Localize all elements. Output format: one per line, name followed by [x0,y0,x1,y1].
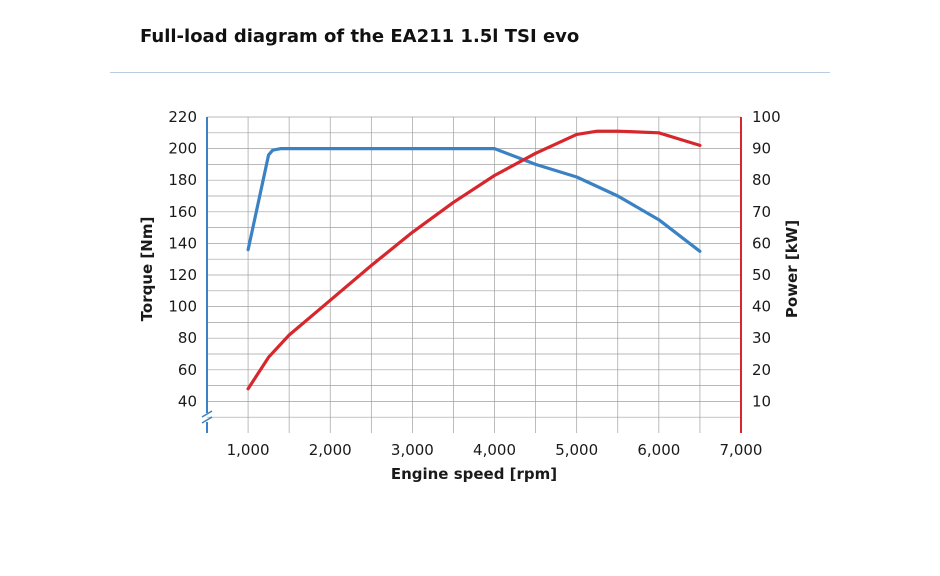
y-left-tick-label: 100 [168,298,197,316]
x-axis-title: Engine speed [rpm] [391,465,557,483]
y-right-tick-label: 50 [752,266,771,284]
y-left-tick-label: 180 [168,171,197,189]
y-right-tick-label: 80 [752,171,771,189]
y-left-tick-label: 40 [178,392,197,410]
y-left-tick-label: 120 [168,266,197,284]
y-left-axis-title: Torque [Nm] [138,217,156,322]
x-tick-label: 2,000 [309,441,352,459]
y-right-tick-label: 100 [752,108,781,126]
y-left-tick-label: 200 [168,140,197,158]
x-tick-label: 6,000 [637,441,680,459]
y-right-tick-label: 30 [752,329,771,347]
x-tick-label: 5,000 [555,441,598,459]
chart-title: Full-load diagram of the EA211 1.5l TSI … [140,26,580,47]
axis-break-mark [201,410,213,418]
y-left-tick-label: 220 [168,108,197,126]
x-tick-label: 4,000 [473,441,516,459]
y-left-tick-label: 80 [178,329,197,347]
y-right-tick-label: 70 [752,203,771,221]
y-right-tick-label: 90 [752,140,771,158]
y-right-tick-label: 40 [752,298,771,316]
y-right-tick-label: 60 [752,234,771,252]
x-tick-label: 7,000 [720,441,763,459]
y-left-tick-label: 140 [168,234,197,252]
y-left-tick-label: 160 [168,203,197,221]
title-divider [110,72,830,73]
power-line [246,129,702,391]
x-tick-label: 1,000 [227,441,270,459]
y-right-axis-title: Power [kW] [783,220,801,318]
axis-break-mark [201,416,213,424]
y-left-tick-label: 60 [178,361,197,379]
torque-line [246,147,702,253]
y-right-tick-label: 20 [752,361,771,379]
x-tick-label: 3,000 [391,441,434,459]
y-right-tick-label: 10 [752,392,771,410]
